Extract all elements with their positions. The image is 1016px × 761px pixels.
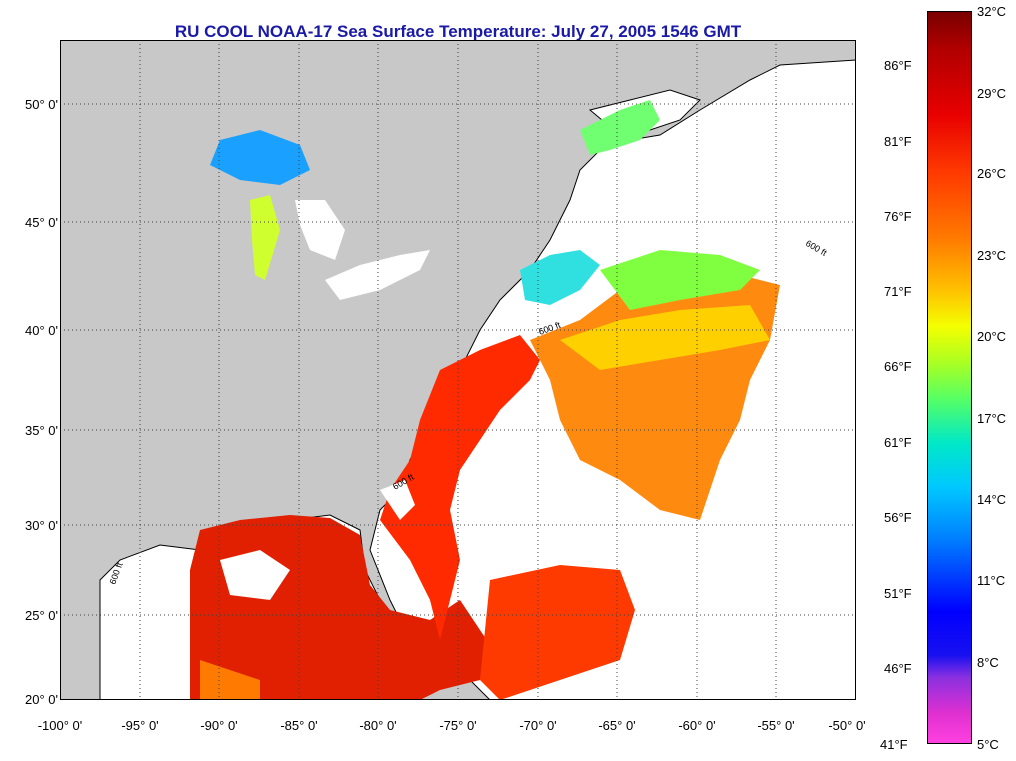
colorbar-label-fahrenheit: 41°F [880,737,908,752]
colorbar-label-celsius: 5°C [977,737,999,752]
graticule [60,40,856,700]
southern-atlantic-sst [480,565,635,700]
gulf-cloud-gap [220,550,290,600]
lon-label-80: -80° 0' [359,718,397,733]
colorbar-label-celsius: 26°C [977,166,1007,181]
colorbar-label-celsius: 17°C [977,411,1007,426]
sst-map: 600 ft 600 ft 600 ft 600 ft [60,40,856,700]
florida-cloud [380,480,415,520]
lake-huron [295,200,345,260]
caribbean-warm-water [200,660,260,700]
lon-label-55: -55° 0' [757,718,795,733]
colorbar-label-celsius: 11°C [977,573,1006,588]
colorbar-label-celsius: 23°C [977,248,1007,263]
temperature-colorbar [927,11,972,744]
atlantic-yellow-band [560,305,770,370]
colorbar-label-fahrenheit: 46°F [884,661,912,676]
lon-label-90: -90° 0' [200,718,238,733]
lat-label-35: 35° 0' [25,423,58,438]
colorbar-label-fahrenheit: 71°F [884,284,912,299]
colorbar-label-celsius: 32°C [977,4,1007,19]
lon-label-50: -50° 0' [828,718,866,733]
colorbar-label-fahrenheit: 81°F [884,134,912,149]
lake-superior [210,130,310,185]
colorbar-label-celsius: 29°C [977,86,1007,101]
colorbar-label-fahrenheit: 61°F [884,435,912,450]
colorbar-label-fahrenheit: 51°F [884,586,912,601]
st-lawrence-cool-water [580,100,660,155]
lake-michigan [250,195,280,280]
lat-label-50: 50° 0' [25,97,58,112]
lon-label-65: -65° 0' [598,718,636,733]
colorbar-label-celsius: 20°C [977,329,1007,344]
colorbar-label-fahrenheit: 66°F [884,359,912,374]
atlantic-green-patch [600,250,760,310]
map-title: RU COOL NOAA-17 Sea Surface Temperature:… [174,22,742,41]
colorbar-label-fahrenheit: 86°F [884,58,912,73]
lat-label-20: 20° 0' [25,692,58,707]
lon-label-75: -75° 0' [439,718,477,733]
lat-label-30: 30° 0' [25,518,58,533]
colorbar-label-celsius: 8°C [977,655,999,670]
lake-erie-ontario [325,250,430,300]
lon-label-85: -85° 0' [280,718,318,733]
lat-label-25: 25° 0' [25,608,58,623]
map-border [60,40,856,700]
colorbar-label-fahrenheit: 56°F [884,510,912,525]
lon-label-95: -95° 0' [121,718,159,733]
lat-label-40: 40° 0' [25,323,58,338]
lon-label-100: -100° 0' [37,718,83,733]
colorbar-gradient [928,12,971,743]
lon-label-70: -70° 0' [519,718,557,733]
colorbar-label-celsius: 14°C [977,492,1007,507]
lat-label-45: 45° 0' [25,215,58,230]
colorbar-label-fahrenheit: 76°F [884,209,912,224]
atlantic-coastal-sst [380,335,540,640]
gulf-of-maine-cool-water [520,250,600,305]
lon-label-60: -60° 0' [678,718,716,733]
